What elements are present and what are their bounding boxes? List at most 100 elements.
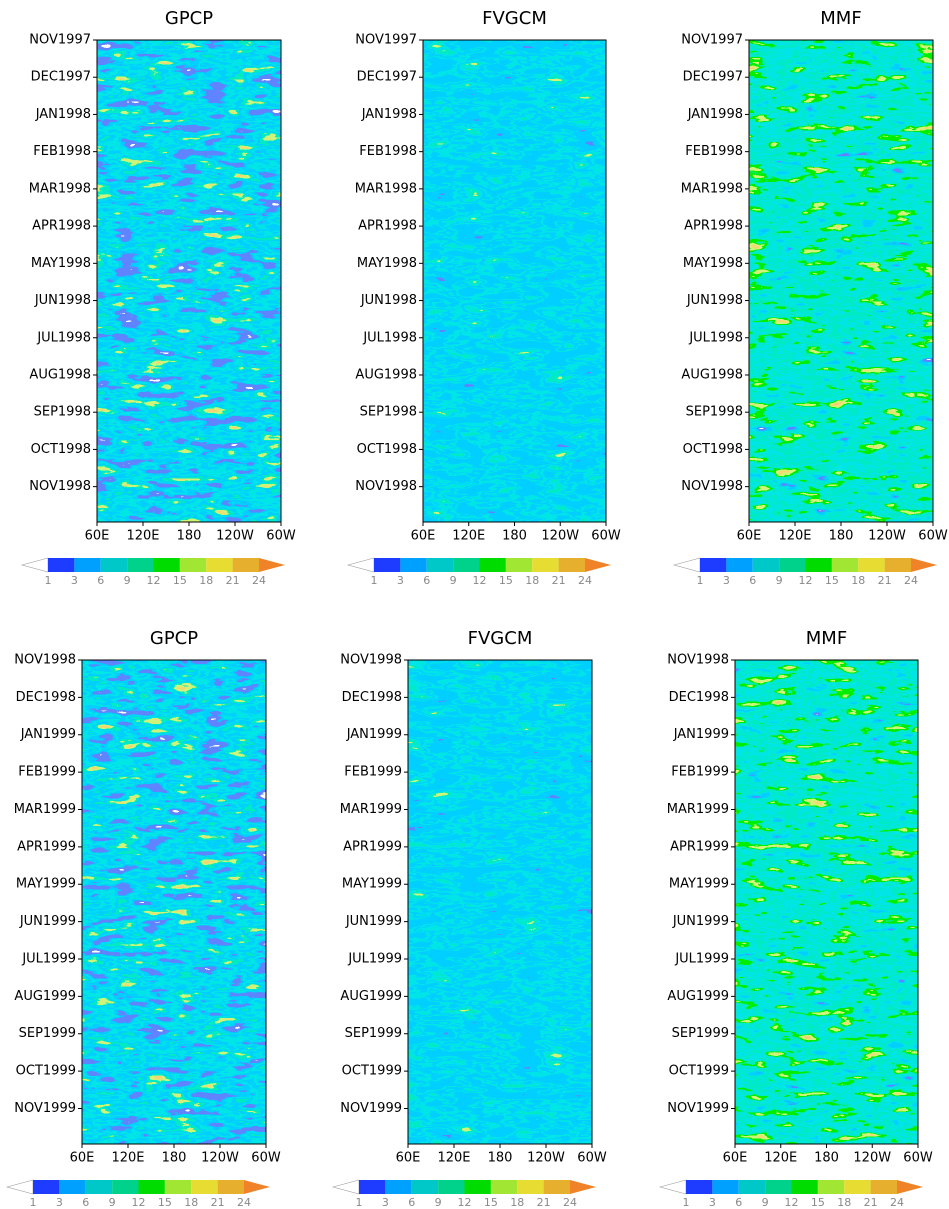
colorbar-under: [5, 1179, 34, 1195]
colorbar-label: 6: [408, 1196, 415, 1209]
y-tick-label: NOV1998: [681, 479, 743, 494]
y-tick-label: JUN1998: [686, 293, 743, 308]
colorbar-label: 3: [56, 1196, 63, 1209]
y-tick-label: SEP1998: [686, 405, 743, 420]
y-tick-label: MAY1999: [342, 877, 402, 892]
y-tick-label: DEC1997: [31, 70, 91, 85]
colorbar-label: 6: [423, 574, 430, 587]
colorbar-label: 21: [878, 574, 892, 587]
colorbar-label: 12: [799, 574, 813, 587]
colorbar-under: [331, 1179, 360, 1195]
y-tick-label: JUN1998: [34, 293, 91, 308]
x-tick-label: 60E: [411, 529, 436, 544]
colorbar-label: 15: [158, 1196, 172, 1209]
y-tick-label: FEB1999: [18, 765, 76, 780]
colorbar-label: 24: [563, 1196, 577, 1209]
colorbar-label: 1: [45, 574, 52, 587]
colorbar-label: 9: [435, 1196, 442, 1209]
y-tick-label: MAY1999: [16, 877, 76, 892]
colorbar-label: 3: [397, 574, 404, 587]
colorbar-segment: [48, 558, 75, 572]
colorbar-segment: [844, 1180, 871, 1194]
y-tick-label: JAN1999: [20, 727, 76, 742]
colorbar-segment: [532, 558, 559, 572]
colorbar-segment: [558, 558, 585, 572]
colorbar-over: [585, 558, 611, 572]
x-tick-label: 120E: [778, 529, 811, 544]
x-tick-label: 60W: [266, 529, 296, 544]
colorbar-label: 24: [237, 1196, 251, 1209]
x-tick-label: 60W: [251, 1151, 281, 1166]
colorbar-segment: [153, 558, 180, 572]
panel-title: MMF: [820, 8, 861, 29]
y-tick-label: NOV1999: [340, 1101, 402, 1116]
x-tick-label: 120W: [216, 529, 254, 544]
colorbar-label: 12: [132, 1196, 146, 1209]
colorbar-segment: [884, 558, 911, 572]
colorbar-segment: [543, 1180, 570, 1194]
y-tick-label: JUN1999: [672, 914, 729, 929]
colorbar-label: 18: [525, 574, 539, 587]
x-tick-label: 120W: [527, 1151, 565, 1166]
y-tick-label: JAN1998: [35, 107, 91, 122]
colorbar-segment: [164, 1180, 192, 1194]
colorbar-over: [259, 558, 285, 572]
y-tick-label: MAR1999: [667, 802, 729, 817]
y-tick-label: APR1999: [343, 839, 402, 854]
x-tick-label: 120E: [111, 1151, 144, 1166]
colorbar-label: 24: [890, 1196, 904, 1209]
colorbar-segment: [74, 558, 101, 572]
y-tick-label: SEP1998: [360, 405, 417, 420]
colorbar-segment: [686, 1180, 713, 1194]
y-tick-label: DEC1997: [357, 70, 417, 85]
x-tick-label: 60E: [737, 529, 762, 544]
colorbar-label: 21: [552, 574, 566, 587]
colorbar-segment: [385, 1180, 412, 1194]
y-tick-label: DEC1998: [342, 690, 402, 705]
y-tick-label: NOV1998: [14, 653, 76, 668]
colorbar-over: [244, 1180, 270, 1194]
x-tick-label: 180: [177, 529, 202, 544]
colorbar-over: [911, 558, 937, 572]
colorbar-label: 21: [226, 574, 240, 587]
x-tick-label: 120W: [201, 1151, 239, 1166]
colorbar-segment: [726, 558, 753, 572]
colorbar-label: 3: [71, 574, 78, 587]
colorbar-under: [346, 557, 375, 573]
colorbar-label: 1: [356, 1196, 363, 1209]
colorbar-label: 12: [785, 1196, 799, 1209]
colorbar-label: 1: [697, 574, 704, 587]
colorbar-segment: [191, 1180, 218, 1194]
y-tick-label: MAY1999: [669, 877, 729, 892]
colorbar-segment: [505, 558, 533, 572]
y-tick-label: JUN1998: [360, 293, 417, 308]
x-tick-label: 180: [162, 1151, 187, 1166]
y-tick-label: JAN1998: [687, 107, 743, 122]
colorbar-segment: [490, 1180, 518, 1194]
x-tick-label: 60W: [577, 1151, 607, 1166]
colorbar-segment: [779, 558, 806, 572]
y-tick-label: MAR1999: [340, 802, 402, 817]
y-tick-label: MAR1998: [355, 181, 417, 196]
colorbar-label: 1: [30, 1196, 37, 1209]
colorbar-label: 9: [109, 1196, 116, 1209]
panel-title: GPCP: [165, 8, 213, 29]
colorbar-label: 3: [382, 1196, 389, 1209]
colorbar-label: 24: [904, 574, 918, 587]
colorbar-label: 9: [776, 574, 783, 587]
colorbar-segment: [464, 1180, 491, 1194]
x-tick-label: 120E: [437, 1151, 470, 1166]
colorbar-label: 9: [762, 1196, 769, 1209]
y-tick-label: MAY1998: [31, 256, 91, 271]
y-tick-label: SEP1998: [34, 405, 91, 420]
colorbar-segment: [59, 1180, 86, 1194]
y-tick-label: MAY1998: [683, 256, 743, 271]
colorbar-segment: [438, 1180, 465, 1194]
colorbar-segment: [33, 1180, 60, 1194]
x-tick-label: 60W: [903, 1151, 933, 1166]
x-tick-label: 60E: [396, 1151, 421, 1166]
colorbar-segment: [858, 558, 885, 572]
colorbar-under: [20, 557, 49, 573]
y-tick-label: MAR1999: [14, 802, 76, 817]
